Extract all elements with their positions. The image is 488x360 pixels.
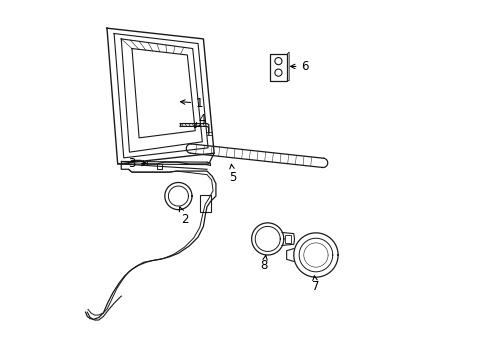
Text: 3: 3 — [128, 157, 145, 170]
Bar — [269, 54, 287, 81]
Text: 5: 5 — [229, 164, 236, 184]
Text: 7: 7 — [311, 276, 319, 293]
Bar — [200, 195, 210, 212]
Bar — [284, 235, 290, 243]
Text: 4: 4 — [195, 113, 205, 128]
Text: 2: 2 — [179, 207, 188, 226]
Text: 8: 8 — [260, 256, 267, 272]
Text: 6: 6 — [290, 60, 308, 73]
Text: 1: 1 — [180, 97, 203, 110]
